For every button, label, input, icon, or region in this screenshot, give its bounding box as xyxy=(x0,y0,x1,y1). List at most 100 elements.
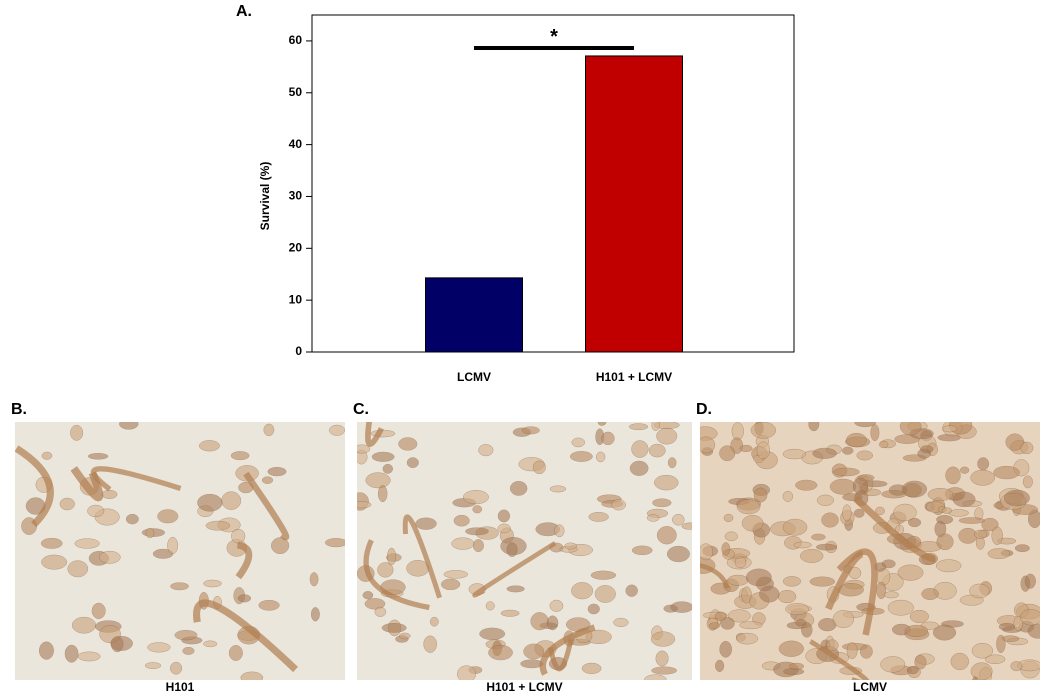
cell xyxy=(523,643,545,660)
cell xyxy=(381,622,407,633)
cell xyxy=(795,479,818,491)
cell xyxy=(625,584,638,597)
cell xyxy=(628,423,649,431)
y-tick-label: 0 xyxy=(295,344,302,358)
cell xyxy=(842,504,852,522)
x-tick-label: H101 + LCMV xyxy=(596,370,672,384)
cell xyxy=(221,491,242,510)
cell xyxy=(993,465,1020,480)
cell xyxy=(1010,661,1023,672)
cell xyxy=(41,554,68,570)
cell xyxy=(942,425,958,433)
cell xyxy=(453,514,470,527)
micrograph xyxy=(15,422,345,680)
cell xyxy=(969,583,990,599)
cell xyxy=(387,547,397,566)
micrograph-texture xyxy=(700,422,1040,680)
cell xyxy=(753,487,768,503)
cell xyxy=(462,490,489,505)
cell xyxy=(590,570,617,580)
cell xyxy=(727,574,749,586)
cell xyxy=(144,662,162,669)
bar xyxy=(425,277,523,353)
cell xyxy=(457,665,477,680)
cell xyxy=(666,545,690,563)
cell xyxy=(506,585,525,593)
cell xyxy=(261,476,274,484)
cell xyxy=(601,431,615,446)
tissue-strand xyxy=(365,422,384,447)
cell xyxy=(842,446,854,455)
cell xyxy=(258,599,280,611)
cell xyxy=(909,609,929,624)
tissue-strand xyxy=(15,445,54,528)
cell xyxy=(901,480,928,498)
cell xyxy=(644,674,667,680)
cell xyxy=(782,518,808,536)
tissue-strand xyxy=(836,548,878,636)
x-tick-label: LCMV xyxy=(457,370,491,384)
cell xyxy=(829,478,857,495)
cell xyxy=(554,524,565,538)
tissue-strand xyxy=(809,639,869,680)
cell xyxy=(856,450,874,461)
cell xyxy=(672,513,685,526)
cell xyxy=(423,635,437,653)
cell xyxy=(1020,441,1034,455)
cell xyxy=(595,451,606,463)
cell xyxy=(1003,489,1030,507)
tissue-strand xyxy=(235,541,253,580)
cell xyxy=(741,586,752,604)
cell xyxy=(74,538,100,549)
cell xyxy=(1019,609,1040,626)
cell xyxy=(119,422,139,430)
cell xyxy=(756,441,771,460)
cell xyxy=(826,639,839,652)
cell xyxy=(670,601,692,613)
y-tick-label: 50 xyxy=(289,85,303,99)
cell xyxy=(907,517,922,528)
cell xyxy=(521,426,540,435)
cell xyxy=(549,485,567,493)
cell xyxy=(736,632,759,645)
cell xyxy=(759,585,780,603)
y-tick-label: 10 xyxy=(289,292,303,306)
cell xyxy=(921,587,939,600)
cell xyxy=(228,645,243,661)
cell xyxy=(727,609,751,623)
cell xyxy=(656,427,678,445)
cell xyxy=(700,436,716,454)
cell xyxy=(611,499,626,511)
cell xyxy=(70,424,84,441)
cell xyxy=(941,507,953,514)
cell xyxy=(809,576,836,587)
cell xyxy=(875,506,885,516)
cell xyxy=(87,504,105,518)
cell xyxy=(700,543,714,561)
cell xyxy=(377,562,394,578)
cell xyxy=(741,514,764,532)
cell xyxy=(935,559,962,573)
cell xyxy=(977,457,990,471)
cell xyxy=(731,422,744,441)
cell xyxy=(721,542,731,556)
panel-label: D. xyxy=(696,401,712,418)
tissue-strand xyxy=(547,639,574,672)
tissue-strand xyxy=(243,471,290,541)
cell xyxy=(897,564,924,581)
cell xyxy=(629,460,649,476)
y-tick-label: 40 xyxy=(289,137,303,151)
cell xyxy=(198,440,220,452)
cell xyxy=(357,501,372,509)
cell xyxy=(739,444,753,453)
cell xyxy=(631,545,653,556)
panel-caption: H101 + LCMV xyxy=(486,680,562,694)
cell xyxy=(532,460,546,475)
cell xyxy=(357,444,371,454)
cell xyxy=(708,622,720,630)
cell xyxy=(723,513,734,523)
cell xyxy=(920,445,934,454)
cell xyxy=(40,537,63,549)
cell xyxy=(328,424,345,436)
